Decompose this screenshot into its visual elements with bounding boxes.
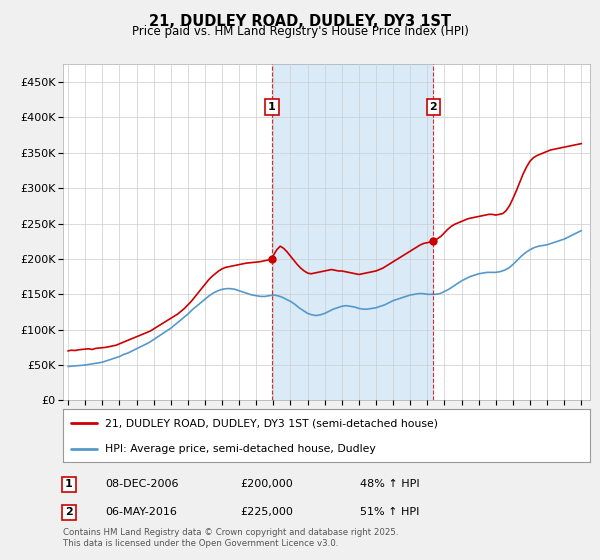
Text: £200,000: £200,000 (240, 479, 293, 489)
Text: HPI: Average price, semi-detached house, Dudley: HPI: Average price, semi-detached house,… (105, 444, 376, 454)
Text: 21, DUDLEY ROAD, DUDLEY, DY3 1ST: 21, DUDLEY ROAD, DUDLEY, DY3 1ST (149, 14, 451, 29)
Text: 08-DEC-2006: 08-DEC-2006 (105, 479, 179, 489)
Text: £225,000: £225,000 (240, 507, 293, 517)
Text: 2: 2 (430, 102, 437, 112)
Text: 1: 1 (268, 102, 276, 112)
Text: Contains HM Land Registry data © Crown copyright and database right 2025.
This d: Contains HM Land Registry data © Crown c… (63, 528, 398, 548)
Bar (272, 64, 433, 400)
Text: 21, DUDLEY ROAD, DUDLEY, DY3 1ST (semi-detached house): 21, DUDLEY ROAD, DUDLEY, DY3 1ST (semi-d… (105, 418, 438, 428)
Text: Price paid vs. HM Land Registry's House Price Index (HPI): Price paid vs. HM Land Registry's House … (131, 25, 469, 38)
Text: 2: 2 (65, 507, 73, 517)
Text: 1: 1 (65, 479, 73, 489)
Text: 48% ↑ HPI: 48% ↑ HPI (360, 479, 419, 489)
Text: 06-MAY-2016: 06-MAY-2016 (105, 507, 177, 517)
Text: 51% ↑ HPI: 51% ↑ HPI (360, 507, 419, 517)
